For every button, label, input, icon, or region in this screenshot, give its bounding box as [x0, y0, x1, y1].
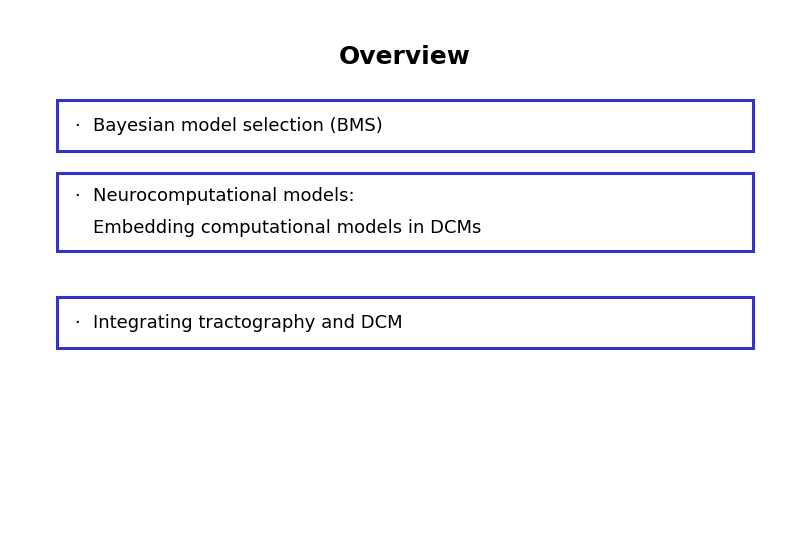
FancyBboxPatch shape: [57, 100, 753, 151]
Text: ·: ·: [74, 187, 80, 205]
Text: Overview: Overview: [339, 45, 471, 69]
Text: Neurocomputational models:: Neurocomputational models:: [93, 187, 355, 205]
Text: Embedding computational models in DCMs: Embedding computational models in DCMs: [93, 219, 481, 237]
FancyBboxPatch shape: [57, 173, 753, 251]
FancyBboxPatch shape: [57, 297, 753, 348]
Text: Bayesian model selection (BMS): Bayesian model selection (BMS): [93, 117, 383, 135]
Text: ·: ·: [74, 314, 80, 332]
Text: Integrating tractography and DCM: Integrating tractography and DCM: [93, 314, 403, 332]
Text: ·: ·: [74, 117, 80, 135]
